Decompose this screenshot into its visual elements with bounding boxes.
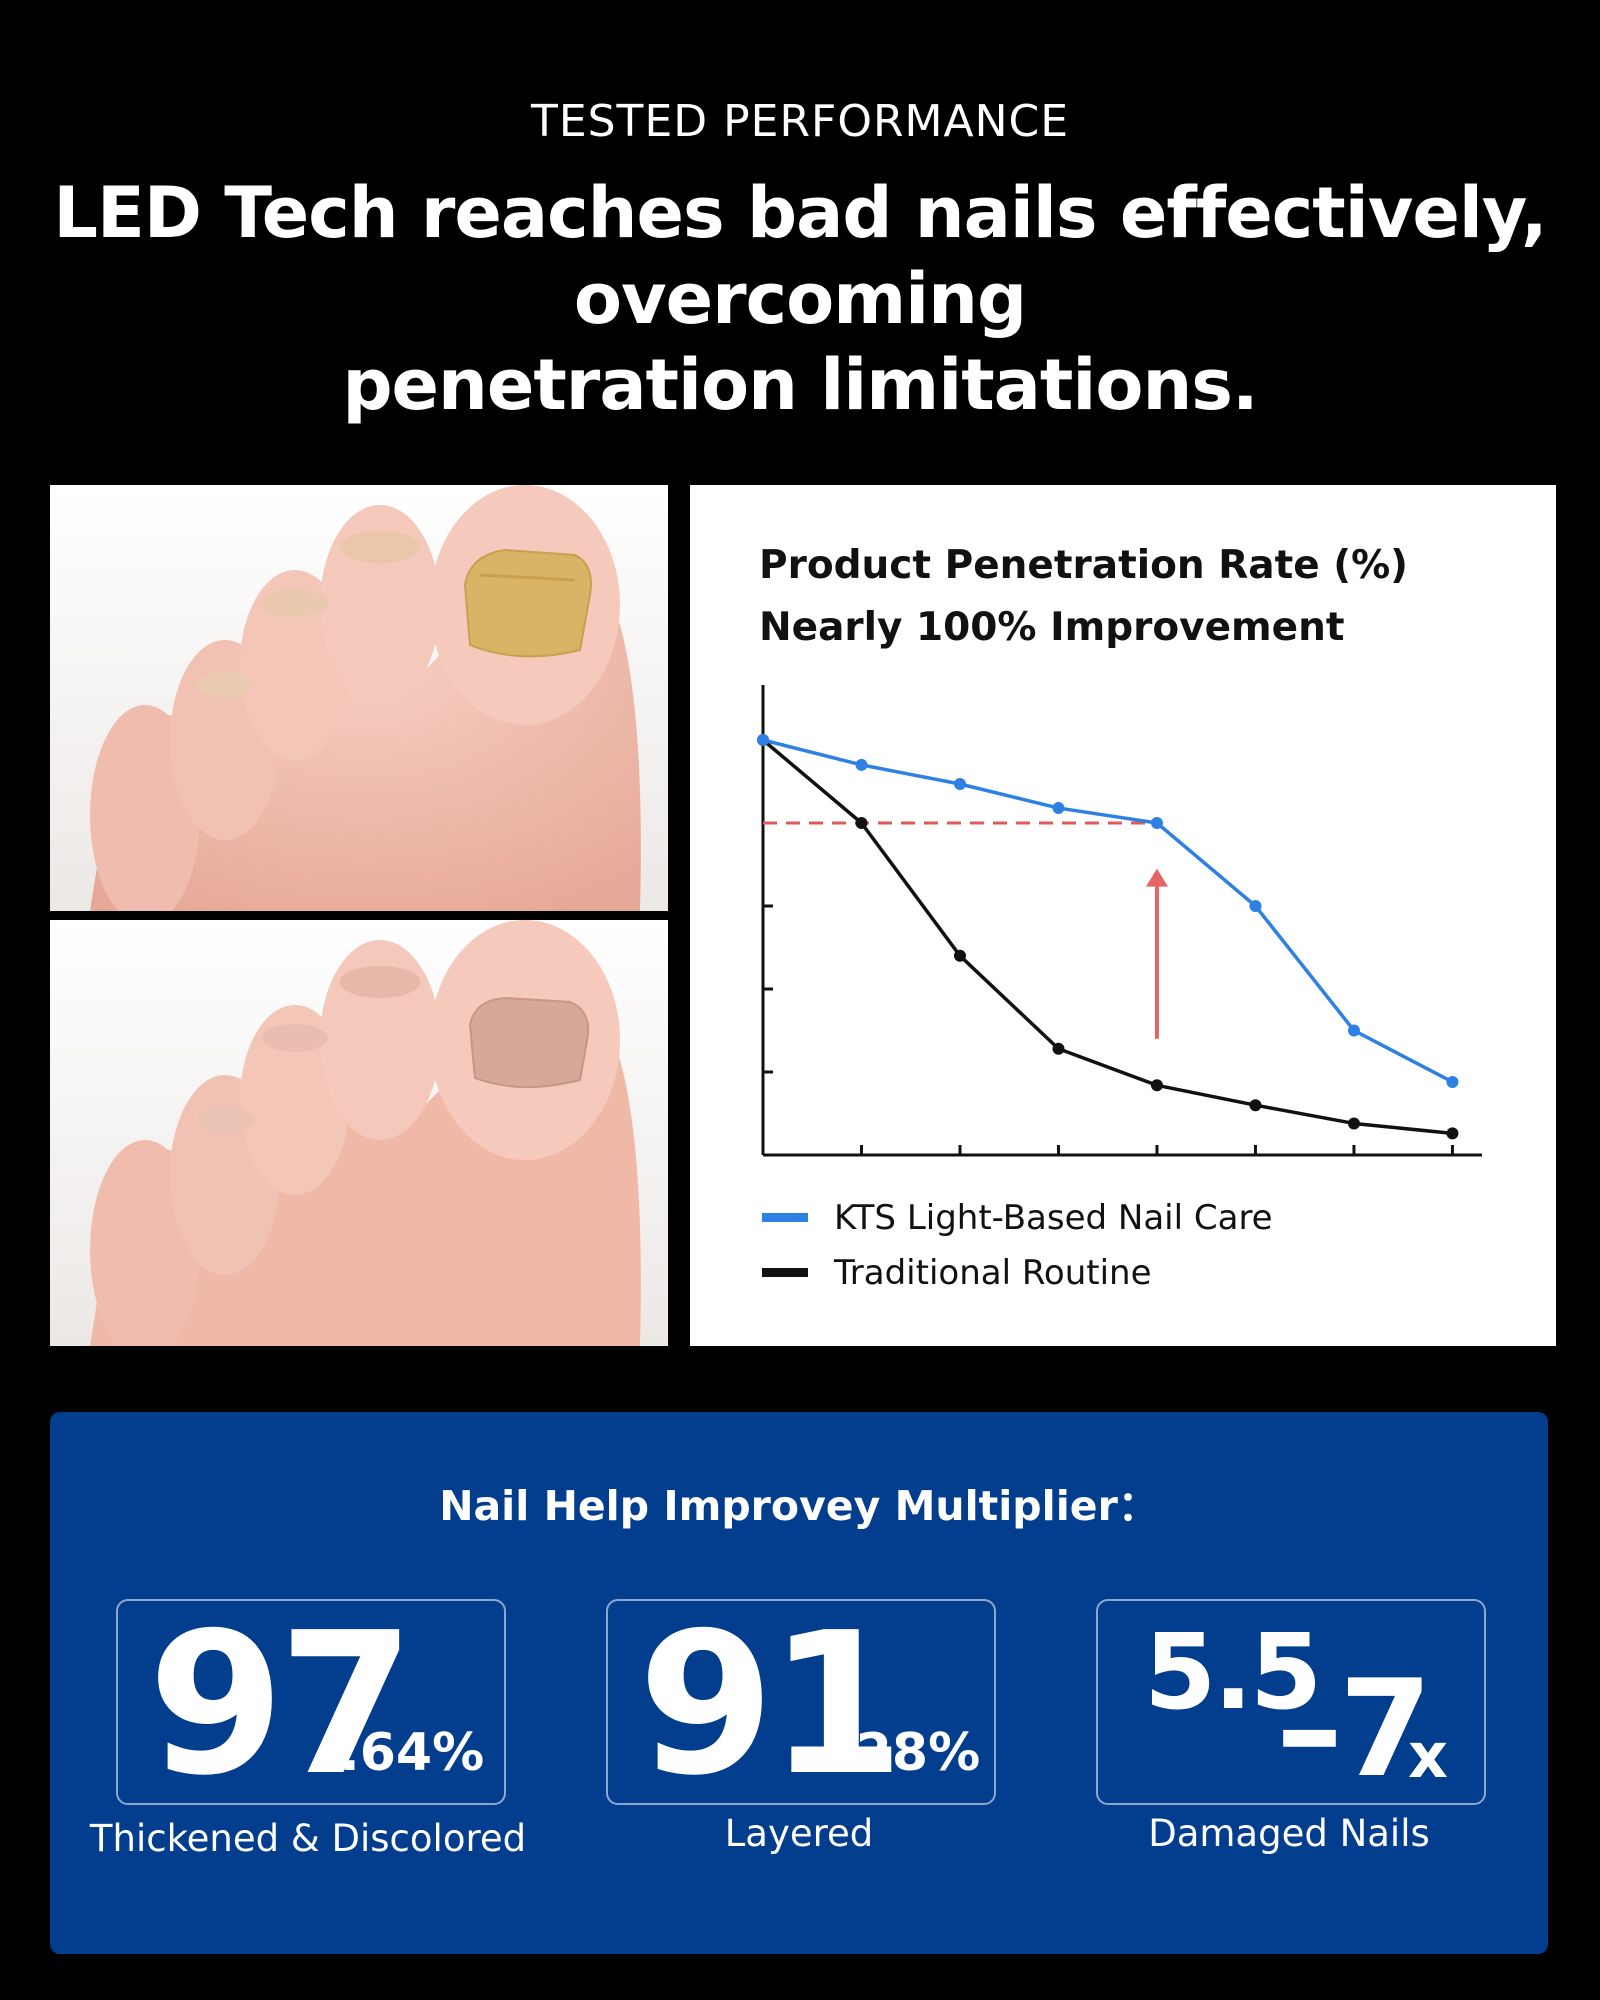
point-traditional-4 <box>1150 1079 1163 1092</box>
series-line-traditional <box>761 738 1453 1136</box>
stats-panel: Nail Help Improvey Multiplier： 97 .64% T… <box>50 1412 1548 1954</box>
chart-legend: KTS Light-Based Nail Care Traditional Ro… <box>762 1190 1273 1300</box>
after-toe-illustration <box>50 920 668 1346</box>
chart-title-line-1: Product Penetration Rate (%) <box>759 543 1408 588</box>
chart-title-line-2: Nearly 100% Improvement <box>759 605 1345 650</box>
point-kts-2 <box>953 777 966 790</box>
legend-item-kts: KTS Light-Based Nail Care <box>762 1190 1273 1245</box>
point-traditional-1 <box>855 817 868 829</box>
stat-value-damaged-a: 5.5 <box>1144 1611 1322 1733</box>
stat-caption-damaged: Damaged Nails <box>1148 1812 1430 1855</box>
point-kts-5 <box>1249 900 1262 912</box>
legend-label-kts: KTS Light-Based Nail Care <box>834 1197 1273 1238</box>
stat-caption-thickened: Thickened & Discolored <box>89 1817 527 1860</box>
stat-unit-damaged: x <box>1408 1719 1448 1792</box>
legend-swatch-kts <box>762 1213 808 1222</box>
point-kts-6 <box>1347 1024 1360 1037</box>
eyebrow-label: TESTED PERFORMANCE <box>530 96 1070 147</box>
headline-line-2: overcoming <box>573 258 1027 340</box>
legend-item-traditional: Traditional Routine <box>762 1245 1273 1300</box>
improvement-arrow-head <box>1145 868 1168 887</box>
headline: LED Tech reaches bad nails effectively, … <box>40 170 1560 428</box>
penetration-line-chart <box>757 685 1482 1157</box>
legend-label-traditional: Traditional Routine <box>834 1252 1152 1293</box>
point-kts-4 <box>1150 817 1163 829</box>
stat-caption-layered: Layered <box>724 1812 874 1855</box>
stat-box-layered: 91 .28% <box>606 1591 996 1819</box>
stat-value-layered: 91 <box>638 1591 905 1819</box>
before-toe-illustration <box>50 485 668 911</box>
stat-decimal-thickened: .64% <box>340 1723 485 1783</box>
stat-decimal-layered: .28% <box>836 1723 981 1783</box>
point-kts-3 <box>1052 802 1065 815</box>
point-traditional-2 <box>953 949 966 962</box>
stat-value-damaged-b: –7 <box>1276 1651 1432 1807</box>
point-traditional-7 <box>1446 1127 1459 1140</box>
stat-value-thickened: 97 <box>148 1591 415 1819</box>
point-traditional-5 <box>1249 1099 1262 1112</box>
stat-box-thickened: 97 .64% <box>116 1591 506 1819</box>
point-kts-1 <box>855 758 868 771</box>
after-toe-photo <box>50 920 668 1346</box>
before-toe-photo <box>50 485 668 911</box>
point-kts-7 <box>1446 1075 1459 1088</box>
headline-line-1: LED Tech reaches bad nails effectively, <box>53 172 1547 254</box>
point-kts-0 <box>757 734 769 746</box>
penetration-chart-card: Product Penetration Rate (%) Nearly 100%… <box>690 485 1556 1346</box>
headline-line-3: penetration limitations. <box>342 344 1258 426</box>
chart-title: Product Penetration Rate (%) Nearly 100%… <box>759 535 1408 659</box>
point-traditional-6 <box>1347 1117 1360 1130</box>
series-line-kts <box>762 738 1454 1084</box>
stats-title: Nail Help Improvey Multiplier： <box>439 1482 1159 1530</box>
stat-box-damaged: 5.5 –7 x <box>1096 1599 1486 1807</box>
point-traditional-3 <box>1052 1042 1065 1055</box>
legend-swatch-traditional <box>762 1268 808 1277</box>
